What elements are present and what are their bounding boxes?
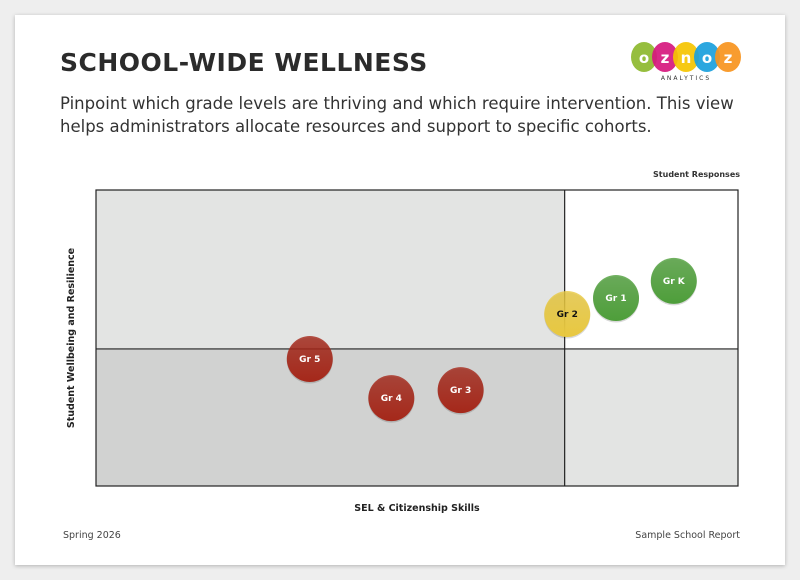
quadrant-bottom-left xyxy=(96,348,565,486)
data-label: Gr 5 xyxy=(299,355,320,365)
logo-tagline: ANALYTICS xyxy=(661,75,711,82)
quadrant-top-right xyxy=(564,190,738,349)
logo-letter: n xyxy=(681,49,692,67)
logo-blob xyxy=(652,42,678,72)
logo-letter: o xyxy=(639,49,649,67)
logo-letter: o xyxy=(702,49,712,67)
logo-blob xyxy=(631,42,657,72)
footer-report: Sample School Report xyxy=(635,530,740,541)
data-point-gr-3 xyxy=(437,367,484,414)
logo-letter: z xyxy=(661,49,670,67)
data-point-gr-k xyxy=(650,257,697,304)
x-axis-label: SEL & Citizenship Skills xyxy=(354,503,480,514)
plot-frame xyxy=(95,189,739,487)
quadrant-top-left xyxy=(96,190,565,349)
logo-blob xyxy=(715,42,741,72)
data-label: Gr 4 xyxy=(381,394,402,404)
legend-label: Student Responses xyxy=(653,170,740,179)
page-subtitle: Pinpoint which grade levels are thriving… xyxy=(60,94,734,136)
data-point-gr-1 xyxy=(593,275,640,322)
y-axis-label: Student Wellbeing and Resilience xyxy=(66,248,77,428)
logo-blob xyxy=(673,42,699,72)
data-point-gr-5 xyxy=(286,336,333,383)
data-label: Gr 3 xyxy=(450,386,471,396)
data-point-gr-4 xyxy=(368,375,415,422)
page-title: SCHOOL-WIDE WELLNESS xyxy=(60,48,428,77)
logo-blob xyxy=(694,42,720,72)
data-point-gr-2 xyxy=(544,291,591,338)
data-label: Gr 2 xyxy=(557,310,578,320)
data-label: Gr 1 xyxy=(605,294,626,304)
logo-letter: z xyxy=(724,49,733,67)
footer-date: Spring 2026 xyxy=(63,530,121,541)
data-label: Gr K xyxy=(663,277,686,287)
quadrant-bottom-right xyxy=(564,348,738,486)
